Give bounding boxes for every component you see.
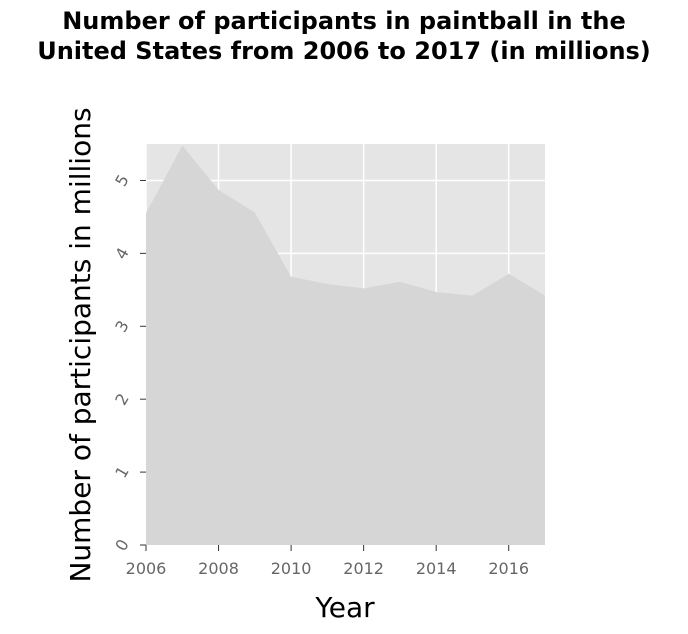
y-tick-label: 3 [111,317,133,335]
x-tick-label: 2006 [126,559,167,578]
x-tick-label: 2014 [416,559,457,578]
x-tick-label: 2010 [271,559,312,578]
x-tick-label: 2012 [343,559,384,578]
y-axis-label: Number of participants in millions [64,107,97,582]
chart-title-line-2: United States from 2006 to 2017 (in mill… [37,37,651,65]
y-tick-label: 2 [111,390,133,408]
y-tick-label: 5 [111,171,133,189]
y-axis: 0 1 2 3 4 5 [111,171,146,554]
y-tick-label: 1 [111,463,133,481]
chart-title: Number of participants in paintball in t… [0,6,688,66]
y-tick-label: 0 [111,536,133,554]
x-tick-label: 2016 [488,559,529,578]
area-series [146,145,545,545]
x-axis-label: Year [314,591,375,624]
x-tick-label: 2008 [198,559,239,578]
chart-title-line-1: Number of participants in paintball in t… [62,7,626,35]
y-tick-label: 4 [111,244,133,262]
x-axis: 2006 2008 2010 2012 2014 2016 [126,545,529,578]
